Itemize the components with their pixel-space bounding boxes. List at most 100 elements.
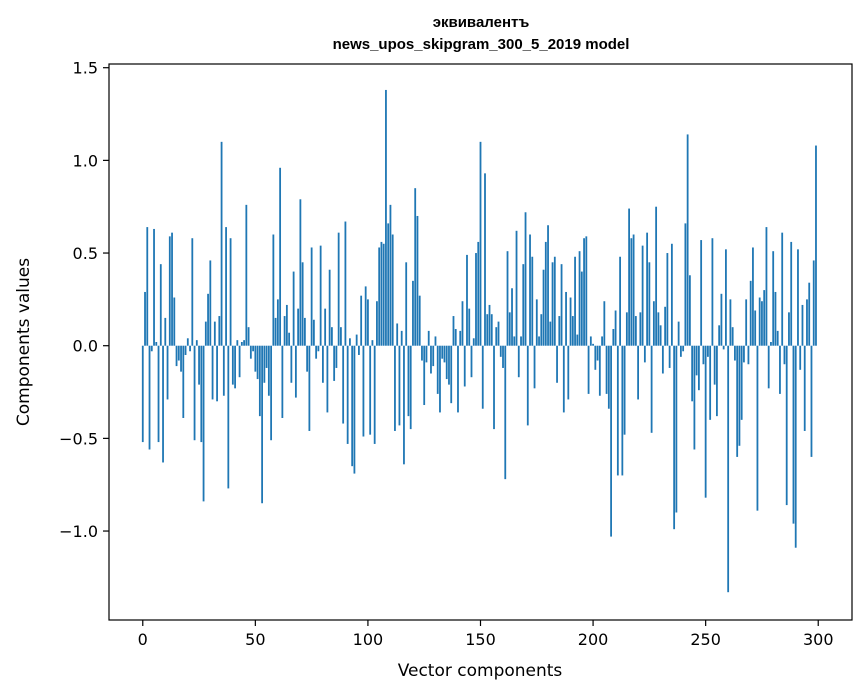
bar-213: [621, 345, 624, 476]
bar-186: [560, 264, 563, 346]
bar-30: [209, 260, 212, 346]
chart-title: эквивалентъ: [433, 14, 530, 31]
bar-89: [342, 345, 345, 424]
bar-67: [292, 271, 295, 346]
x-tick-label: 0: [138, 630, 148, 649]
bar-92: [349, 338, 351, 346]
bar-262: [731, 327, 734, 346]
bar-42: [236, 340, 239, 346]
bar-38: [227, 345, 230, 489]
bar-180: [547, 225, 549, 346]
bar-104: [376, 301, 378, 346]
bar-165: [513, 336, 516, 346]
bar-61: [279, 167, 282, 346]
bar-239: [679, 345, 682, 357]
bar-86: [335, 345, 338, 368]
bar-293: [801, 304, 804, 346]
bar-52: [258, 345, 261, 417]
bar-21: [189, 345, 191, 352]
bar-80: [321, 345, 324, 383]
bar-237: [675, 345, 678, 513]
bar-9: [162, 345, 164, 463]
bar-28: [204, 321, 207, 346]
bar-98: [362, 345, 365, 437]
bar-263: [734, 345, 736, 361]
bars-group: [141, 89, 817, 593]
bar-8: [159, 264, 162, 346]
bar-172: [529, 234, 531, 346]
bar-233: [666, 253, 669, 346]
bar-252: [709, 345, 712, 420]
bar-66: [290, 345, 293, 383]
bar-215: [625, 312, 628, 346]
bar-33: [216, 345, 218, 402]
bar-290: [794, 345, 797, 548]
bar-32: [213, 321, 216, 346]
bar-187: [562, 345, 565, 413]
bar-230: [659, 325, 662, 346]
bar-255: [716, 345, 718, 417]
bar-127: [427, 330, 430, 346]
bar-153: [486, 314, 489, 346]
bar-34: [218, 316, 221, 346]
bar-268: [745, 299, 748, 346]
bar-178: [542, 269, 545, 346]
bar-271: [752, 247, 754, 346]
bar-120: [412, 280, 414, 346]
bar-107: [382, 243, 385, 346]
bar-287: [788, 312, 790, 346]
bar-192: [574, 256, 576, 346]
x-tick-label: 150: [465, 630, 496, 649]
bar-218: [632, 234, 635, 346]
bar-197: [585, 236, 588, 346]
bar-73: [306, 345, 309, 372]
bar-111: [391, 234, 394, 346]
bar-250: [704, 345, 707, 498]
bar-44: [240, 342, 243, 346]
bar-272: [754, 310, 757, 346]
bar-19: [184, 345, 187, 355]
y-axis: −1.0 −0.5 0.0 0.5 1.0 1.5: [59, 59, 109, 541]
bar-264: [736, 345, 739, 457]
plot-frame: [108, 63, 853, 621]
bar-102: [371, 340, 374, 346]
bar-256: [718, 325, 721, 346]
bar-106: [380, 241, 383, 346]
bar-126: [425, 345, 428, 363]
bar-88: [340, 327, 342, 346]
bar-157: [495, 327, 498, 346]
y-tick-label: −0.5: [59, 429, 98, 448]
bar-10: [164, 317, 167, 346]
x-tick-label: 250: [690, 630, 721, 649]
bar-78: [317, 345, 320, 352]
bar-277: [765, 227, 768, 346]
bar-185: [558, 316, 561, 346]
bar-296: [808, 282, 811, 346]
bar-295: [806, 299, 808, 346]
bar-152: [484, 173, 486, 346]
bar-285: [783, 345, 786, 365]
bar-175: [535, 299, 538, 346]
bar-130: [434, 336, 437, 346]
bar-161: [504, 345, 507, 480]
bar-87: [337, 232, 340, 346]
bar-279: [770, 342, 772, 346]
bar-244: [691, 345, 694, 402]
bar-53: [261, 345, 264, 504]
bar-131: [436, 345, 439, 394]
bar-37: [225, 227, 227, 346]
bar-247: [697, 345, 700, 391]
bar-35: [220, 141, 223, 346]
bar-134: [443, 345, 446, 363]
bar-116: [403, 345, 405, 465]
bar-265: [738, 345, 741, 446]
bar-291: [797, 249, 799, 346]
bar-216: [628, 208, 631, 346]
bar-242: [686, 134, 689, 346]
bar-203: [598, 345, 601, 396]
bar-228: [655, 206, 658, 346]
bar-226: [650, 345, 653, 433]
bar-2: [146, 227, 149, 346]
bar-174: [533, 345, 536, 389]
bar-97: [360, 295, 363, 346]
